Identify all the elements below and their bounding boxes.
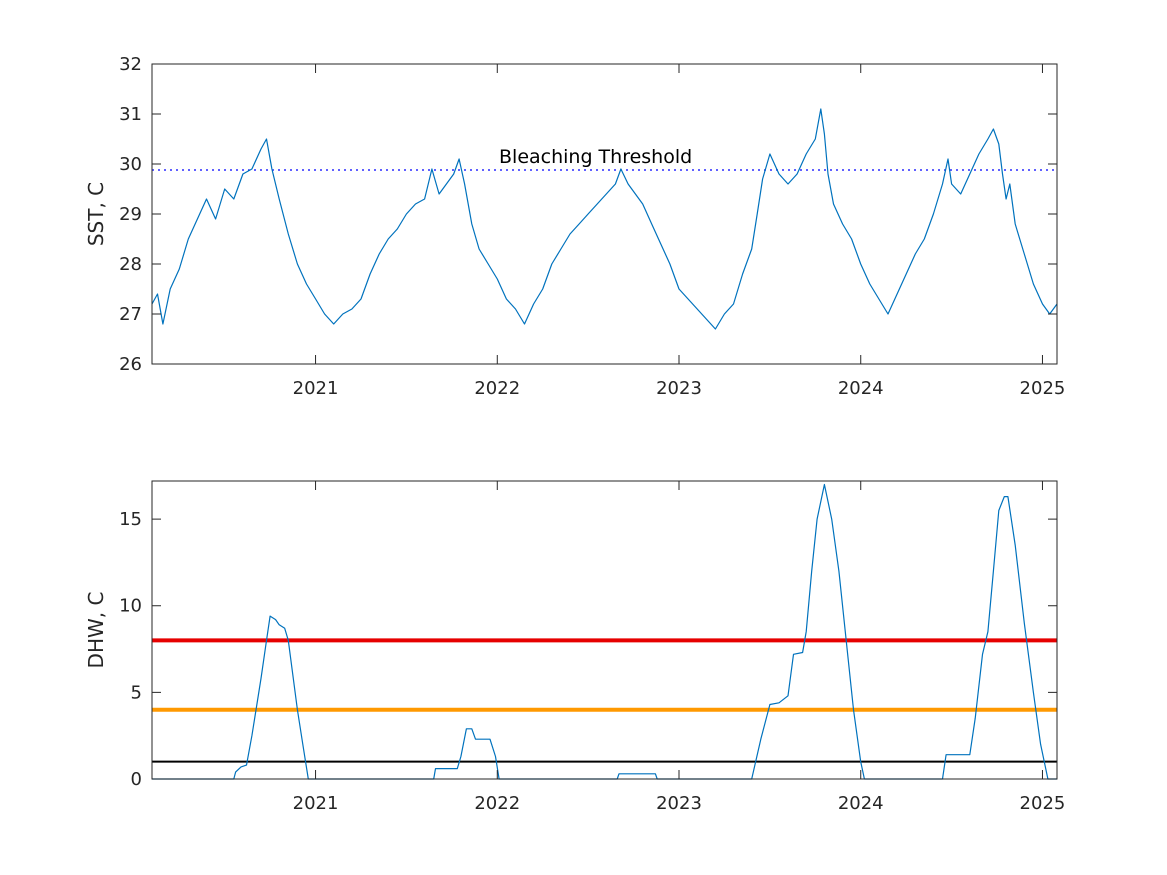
x-tick-label: 2024 xyxy=(838,793,884,814)
x-tick-label: 2025 xyxy=(1020,378,1066,399)
y-axis-label: SST, C xyxy=(84,182,108,246)
y-tick-label: 32 xyxy=(119,54,142,75)
sst-chart: Bleaching Threshold 2021 2022 2023 2024 2025 2… xyxy=(84,54,1065,399)
x-tick-label: 2021 xyxy=(293,793,339,814)
dhw-series-line xyxy=(152,483,1057,780)
y-tick-label: 27 xyxy=(119,304,142,325)
y-tick-label: 10 xyxy=(119,596,142,617)
threshold-annotation: Bleaching Threshold xyxy=(499,146,692,168)
sst-series-line xyxy=(151,108,1058,330)
x-tick-label: 2023 xyxy=(656,793,702,814)
x-tick-label: 2024 xyxy=(838,378,884,399)
y-tick-label: 5 xyxy=(131,682,142,703)
x-tick-label: 2022 xyxy=(474,793,520,814)
x-tick-label: 2022 xyxy=(474,378,520,399)
x-tick-label: 2025 xyxy=(1020,793,1066,814)
x-tick-label: 2021 xyxy=(293,378,339,399)
plot-area xyxy=(152,481,1057,779)
plot-area xyxy=(152,64,1057,364)
axes-box xyxy=(151,480,1058,780)
y-tick-label: 31 xyxy=(119,104,142,125)
y-tick-label: 30 xyxy=(119,154,142,175)
y-tick-label: 15 xyxy=(119,509,142,530)
y-tick-label: 28 xyxy=(119,254,142,275)
y-tick-label: 0 xyxy=(131,769,142,790)
x-tick-label: 2023 xyxy=(656,378,702,399)
dhw-chart: 2021 2022 2023 2024 2025 0 5 10 15 DHW, C xyxy=(84,480,1066,814)
y-axis-label: DHW, C xyxy=(84,592,108,669)
y-tick-label: 26 xyxy=(119,354,142,375)
y-tick-label: 29 xyxy=(119,204,142,225)
